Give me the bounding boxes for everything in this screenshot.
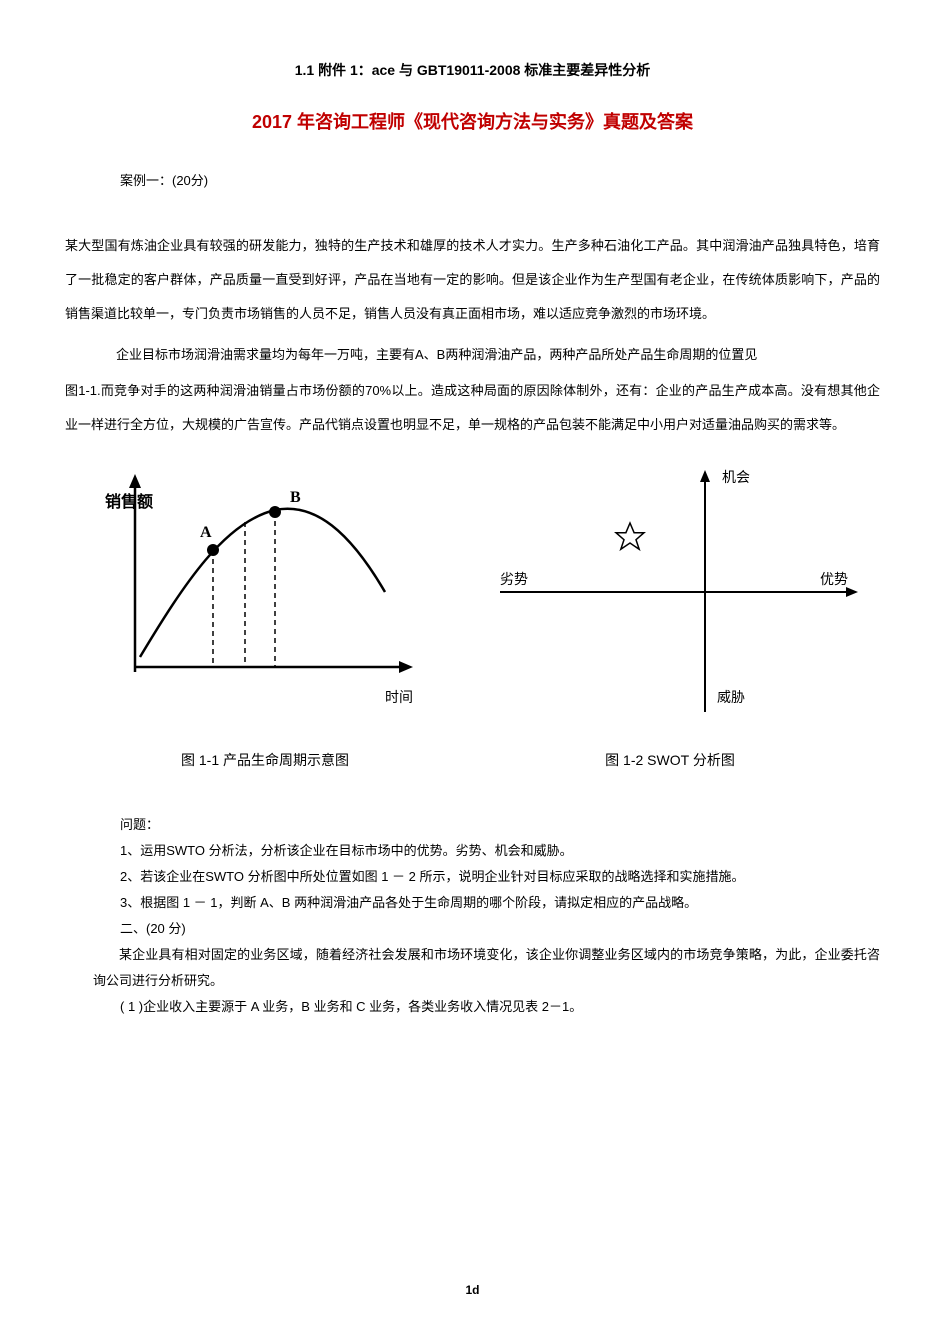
section2-heading: 二、(20 分): [120, 916, 880, 942]
figure-2-container: 机会 威胁 劣势 优势 图 1-2 SWOT 分析图: [480, 462, 860, 782]
case1-label: 案例一：(20分): [120, 170, 880, 189]
case1-paragraph-1: 某大型国有炼油企业具有较强的研发能力，独特的生产技术和雄厚的技术人才实力。生产多…: [65, 229, 880, 330]
case1-paragraph-3: 图1-1.而竞争对手的这两种润滑油销量占市场份额的70%以上。造成这种局面的原因…: [65, 374, 880, 442]
figure-1-caption: 图 1-1 产品生命周期示意图: [95, 750, 435, 770]
section2-sub1: ( 1 )企业收入主要源于 A 业务，B 业务和 C 业务，各类业务收入情况见表…: [120, 994, 880, 1020]
svg-text:劣势: 劣势: [500, 571, 528, 587]
section2-paragraph: 某企业具有相对固定的业务区域，随着经济社会发展和市场环境变化，该企业你调整业务区…: [93, 942, 880, 994]
swot-chart: 机会 威胁 劣势 优势: [480, 462, 860, 742]
figure-1-container: A B 销售额 时间 图 1-1 产品生命周期示意图: [95, 462, 435, 782]
figure-2-caption: 图 1-2 SWOT 分析图: [480, 750, 860, 770]
questions-label: 问题：: [120, 812, 880, 838]
header-number: 1.1: [295, 62, 314, 78]
lifecycle-chart: A B 销售额 时间: [95, 462, 435, 742]
case1-paragraph-2: 企业目标市场润滑油需求量均为每年一万吨，主要有A、B两种润滑油产品，两种产品所处…: [90, 338, 880, 372]
header-text: 附件 1：ace 与 GBT19011-2008 标准主要差异性分析: [318, 62, 650, 78]
questions-block: 问题： 1、运用SWTO 分析法，分析该企业在目标市场中的优势。劣势、机会和威胁…: [65, 812, 880, 1020]
svg-text:销售额: 销售额: [105, 492, 153, 511]
svg-text:优势: 优势: [820, 571, 848, 587]
svg-text:B: B: [290, 489, 301, 506]
question-2: 2、若该企业在SWTO 分析图中所处位置如图 1 － 2 所示，说明企业针对目标…: [120, 864, 880, 890]
figures-row: A B 销售额 时间 图 1-1 产品生命周期示意图 机会 威胁 劣势 优势: [65, 462, 880, 782]
svg-text:A: A: [200, 524, 212, 541]
page-header: 1.1 附件 1：ace 与 GBT19011-2008 标准主要差异性分析: [65, 60, 880, 80]
svg-text:威胁: 威胁: [717, 689, 745, 705]
document-title: 2017 年咨询工程师《现代咨询方法与实务》真题及答案: [65, 108, 880, 134]
svg-text:时间: 时间: [385, 689, 413, 705]
svg-text:机会: 机会: [722, 469, 750, 485]
question-1: 1、运用SWTO 分析法，分析该企业在目标市场中的优势。劣势、机会和威胁。: [120, 838, 880, 864]
question-3: 3、根据图 1 － 1，判断 A、B 两种润滑油产品各处于生命周期的哪个阶段，请…: [120, 890, 880, 916]
page-footer: 1d: [0, 1283, 945, 1297]
